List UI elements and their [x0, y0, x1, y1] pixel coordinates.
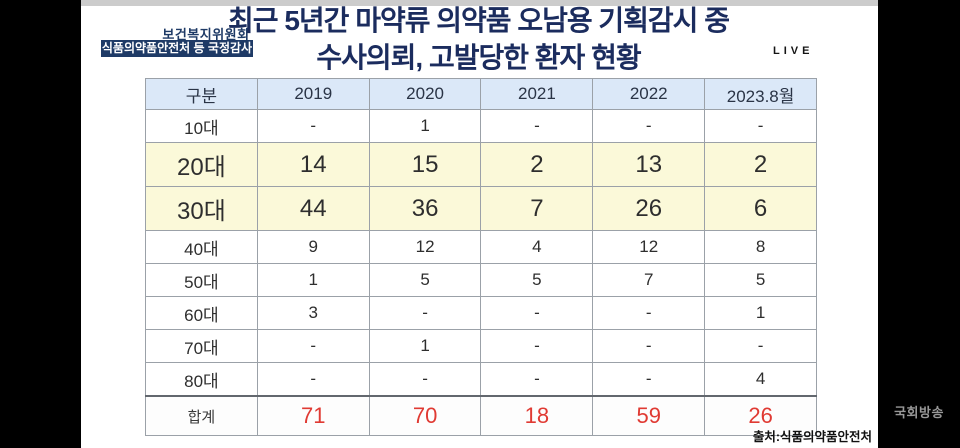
cell: -: [592, 362, 706, 397]
source-credit: 출처:식품의약품안전처: [752, 430, 872, 444]
cell: 5: [480, 263, 594, 297]
live-badge: LIVE: [773, 45, 814, 57]
row-label: 40대: [145, 230, 258, 264]
total-cell: 18: [480, 395, 594, 436]
cell: 1: [368, 109, 482, 143]
right-letterbox: 국회방송: [878, 0, 960, 448]
total-cell: 59: [592, 395, 706, 436]
cell: 44: [256, 186, 370, 231]
cell: 2: [480, 142, 594, 187]
cell: 7: [592, 263, 706, 297]
row-label: 50대: [145, 263, 258, 297]
slide-content: 보건복지위원회 식품의약품안전처 등 국정감사 최근 5년간 마약류 의약품 오…: [81, 0, 878, 448]
column-header: 2020: [368, 78, 482, 110]
cell: 36: [368, 186, 482, 231]
cell: -: [480, 109, 594, 143]
cell: 12: [368, 230, 482, 264]
cell: 13: [592, 142, 706, 187]
table-row: 60대 3- - -1: [145, 296, 817, 330]
page-title-line2: 수사의뢰, 고발당한 환자 현황: [316, 42, 641, 73]
cell: 3: [256, 296, 370, 330]
cell: 7: [480, 186, 594, 231]
cell: 12: [592, 230, 706, 264]
cell: 14: [256, 142, 370, 187]
row-label: 30대: [145, 186, 258, 231]
cell: 5: [704, 263, 817, 297]
column-header: 구분: [145, 78, 258, 110]
committee-label: 보건복지위원회: [162, 27, 250, 42]
broadcaster-watermark: 국회방송: [894, 405, 944, 420]
cell: 1: [704, 296, 817, 330]
table-row: 50대 1 5 5 7 5: [145, 263, 817, 297]
cell: 2: [704, 142, 817, 187]
page-title-line1: 최근 5년간 마약류 의약품 오남용 기획감시 중: [228, 5, 730, 36]
cell: 15: [368, 142, 482, 187]
row-label: 80대: [145, 362, 258, 397]
total-cell: 70: [368, 395, 482, 436]
cell: -: [256, 109, 370, 143]
total-cell: 71: [256, 395, 370, 436]
audit-badge: 식품의약품안전처 등 국정감사: [101, 40, 253, 57]
cell: -: [256, 362, 370, 397]
column-header: 2023.8월: [704, 78, 817, 110]
cell: -: [368, 362, 482, 397]
total-cell: 26: [704, 395, 817, 436]
row-label: 10대: [145, 109, 258, 143]
table-row: 40대 9 12 4 12 8: [145, 230, 817, 264]
row-label: 70대: [145, 329, 258, 363]
cell: 1: [368, 329, 482, 363]
cell: -: [704, 109, 817, 143]
stats-table: 구분 2019 2020 2021 2022 2023.8월 10대 -1- - -20대 14 15…: [145, 78, 817, 436]
cell: 6: [704, 186, 817, 231]
column-header: 2022: [592, 78, 706, 110]
cell: -: [704, 329, 817, 363]
cell: -: [592, 296, 706, 330]
cell: 4: [480, 230, 594, 264]
cell: 5: [368, 263, 482, 297]
cell: -: [256, 329, 370, 363]
cell: -: [480, 296, 594, 330]
table-row: 10대 -1- - -: [145, 109, 817, 143]
cell: -: [368, 296, 482, 330]
column-header: 2019: [256, 78, 370, 110]
cell: 1: [256, 263, 370, 297]
table-header-row: 구분 2019 2020 2021 2022 2023.8월: [145, 78, 817, 110]
table-row: 70대 -1- - -: [145, 329, 817, 363]
total-row: 합계 71 70 18 59 26: [145, 395, 817, 436]
table-row: 30대 44 36 7 26 6: [145, 186, 817, 231]
total-label: 합계: [145, 395, 258, 436]
row-label: 60대: [145, 296, 258, 330]
cell: 9: [256, 230, 370, 264]
page-title: 최근 5년간 마약류 의약품 오남용 기획감시 중 수사의뢰, 고발당한 환자 …: [196, 2, 761, 76]
cell: -: [480, 362, 594, 397]
cell: -: [480, 329, 594, 363]
table-row: 80대 - - - -4: [145, 362, 817, 397]
row-label: 20대: [145, 142, 258, 187]
cell: 8: [704, 230, 817, 264]
cell: 4: [704, 362, 817, 397]
cell: -: [592, 329, 706, 363]
table-row: 20대 14 15 2 13 2: [145, 142, 817, 187]
cell: -: [592, 109, 706, 143]
cell: 26: [592, 186, 706, 231]
top-edge-strip: [81, 0, 878, 6]
column-header: 2021: [480, 78, 594, 110]
